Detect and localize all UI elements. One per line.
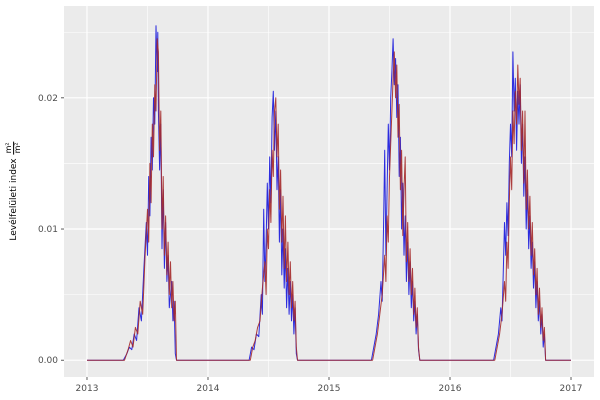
x-tick-label: 2017 <box>560 384 583 394</box>
series-red-line <box>87 38 571 361</box>
x-tick-label: 2016 <box>439 384 462 394</box>
x-tick-label: 2014 <box>197 384 220 394</box>
y-axis-title-text: Levélfelületi index <box>9 158 19 241</box>
y-axis-unit-fraction: m² m² <box>4 141 23 155</box>
y-axis-unit-denominator: m² <box>13 142 23 154</box>
x-tick-label: 2015 <box>318 384 341 394</box>
y-tick-label: 0.01 <box>38 225 58 235</box>
y-tick-label: 0.00 <box>38 356 58 366</box>
y-tick-label: 0.02 <box>38 94 58 104</box>
y-axis-title: Levélfelületi index m² m² <box>4 141 23 241</box>
x-tick-label: 2013 <box>76 384 99 394</box>
